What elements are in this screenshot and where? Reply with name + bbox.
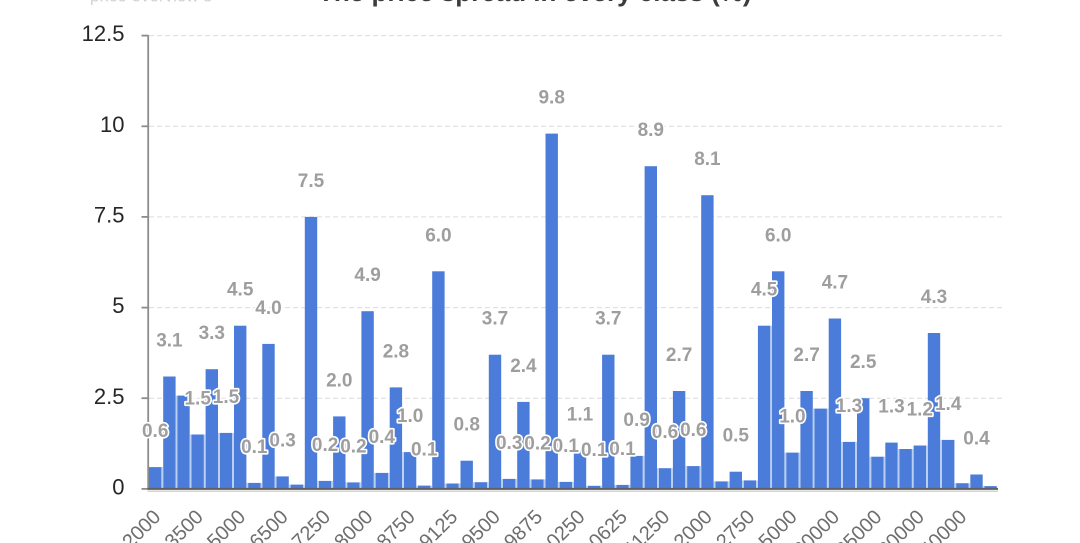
svg-text:1.0: 1.0: [779, 407, 805, 428]
svg-text:1.2: 1.2: [907, 400, 933, 421]
svg-text:9.8: 9.8: [538, 88, 564, 109]
svg-text:The price spread in every clas: The price spread in every class (%): [318, 0, 752, 7]
svg-text:8.1: 8.1: [694, 149, 721, 170]
svg-text:0.6: 0.6: [142, 421, 168, 442]
svg-text:6.0: 6.0: [765, 225, 791, 246]
svg-text:0.1: 0.1: [411, 440, 438, 461]
svg-text:3.7: 3.7: [482, 309, 508, 330]
svg-text:1.5: 1.5: [213, 387, 240, 408]
svg-text:0.4: 0.4: [369, 427, 396, 448]
svg-text:1.5: 1.5: [184, 389, 211, 410]
svg-text:2.4: 2.4: [510, 356, 537, 377]
svg-text:3.7: 3.7: [595, 309, 621, 330]
svg-text:7.5: 7.5: [298, 171, 325, 192]
svg-text:4.9: 4.9: [354, 265, 380, 286]
svg-text:3.3: 3.3: [199, 323, 225, 344]
svg-text:0.9: 0.9: [623, 410, 649, 431]
svg-text:2.7: 2.7: [666, 345, 692, 366]
svg-text:8.9: 8.9: [638, 120, 664, 141]
svg-text:5: 5: [112, 293, 124, 318]
svg-text:2.8: 2.8: [383, 341, 409, 362]
svg-text:4.7: 4.7: [822, 273, 848, 294]
svg-text:4.5: 4.5: [227, 280, 254, 301]
svg-text:0: 0: [112, 474, 124, 499]
svg-text:0.6: 0.6: [652, 422, 678, 443]
svg-text:1.4: 1.4: [935, 394, 962, 415]
svg-text:4.0: 4.0: [255, 298, 281, 319]
svg-text:10: 10: [100, 112, 124, 137]
svg-text:1.1: 1.1: [567, 404, 594, 425]
svg-text:0.2: 0.2: [340, 436, 366, 457]
svg-text:2.5: 2.5: [94, 384, 125, 409]
svg-text:0.5: 0.5: [723, 426, 750, 447]
svg-text:0.3: 0.3: [269, 430, 295, 451]
svg-text:12.5: 12.5: [82, 21, 125, 46]
svg-text:4.3: 4.3: [921, 287, 947, 308]
svg-text:0.8: 0.8: [453, 415, 479, 436]
svg-text:0.1: 0.1: [241, 437, 268, 458]
svg-text:2.7: 2.7: [793, 345, 819, 366]
svg-text:0.3: 0.3: [496, 433, 522, 454]
svg-text:4.5: 4.5: [751, 280, 778, 301]
svg-text:0.4: 0.4: [963, 429, 990, 450]
svg-text:0.2: 0.2: [524, 433, 550, 454]
svg-text:6.0: 6.0: [425, 225, 451, 246]
svg-text:1.0: 1.0: [397, 406, 423, 427]
svg-text:2.5: 2.5: [850, 352, 877, 373]
svg-text:3.1: 3.1: [156, 331, 183, 352]
svg-text:7.5: 7.5: [94, 202, 125, 227]
svg-text:0.1: 0.1: [581, 440, 608, 461]
svg-text:0.6: 0.6: [680, 420, 706, 441]
svg-text:1.3: 1.3: [878, 397, 904, 418]
svg-text:price overview s: price overview s: [90, 0, 212, 6]
svg-text:0.2: 0.2: [312, 435, 338, 456]
svg-text:2.0: 2.0: [326, 370, 352, 391]
svg-text:1.3: 1.3: [836, 396, 862, 417]
svg-text:0.1: 0.1: [553, 436, 580, 457]
svg-text:0.1: 0.1: [609, 439, 636, 460]
